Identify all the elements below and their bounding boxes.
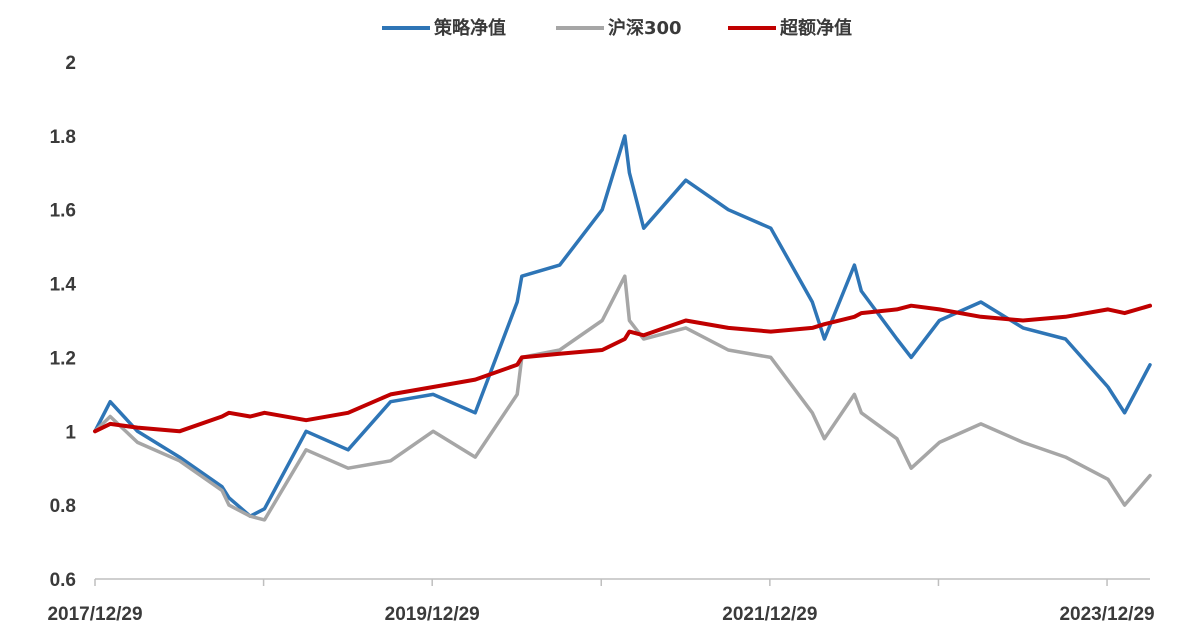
x-tick-label: 2023/12/29 bbox=[1059, 604, 1154, 625]
y-tick-label: 2 bbox=[65, 53, 76, 74]
x-tick-label: 2021/12/29 bbox=[722, 604, 817, 625]
series-line-1 bbox=[93, 134, 1152, 518]
series-line-2 bbox=[93, 274, 1152, 522]
legend-label: 超额净值 bbox=[780, 17, 852, 39]
x-tick-label: 2019/12/29 bbox=[385, 604, 480, 625]
y-tick-label: 0.8 bbox=[50, 496, 76, 517]
y-tick-label: 1.8 bbox=[50, 127, 76, 148]
y-axis: 0.6 0.8 1 1.2 1.4 1.6 1.8 2 bbox=[50, 53, 77, 591]
chart-legend: 策略净值 沪深300 超额净值 bbox=[382, 17, 852, 39]
legend-label: 沪深300 bbox=[608, 17, 682, 39]
y-tick-label: 0.6 bbox=[50, 570, 76, 591]
series-line-3 bbox=[93, 303, 1152, 434]
y-tick-label: 1 bbox=[65, 422, 76, 443]
legend-label: 策略净值 bbox=[434, 17, 506, 39]
y-tick-label: 1.6 bbox=[50, 201, 76, 222]
plot-area bbox=[93, 134, 1152, 522]
y-tick-label: 1.4 bbox=[50, 275, 77, 296]
y-tick-label: 1.2 bbox=[50, 348, 76, 369]
x-axis: 2017/12/29 2019/12/29 2021/12/29 2023/12/29 bbox=[47, 578, 1155, 625]
x-tick-label: 2017/12/29 bbox=[47, 604, 142, 625]
